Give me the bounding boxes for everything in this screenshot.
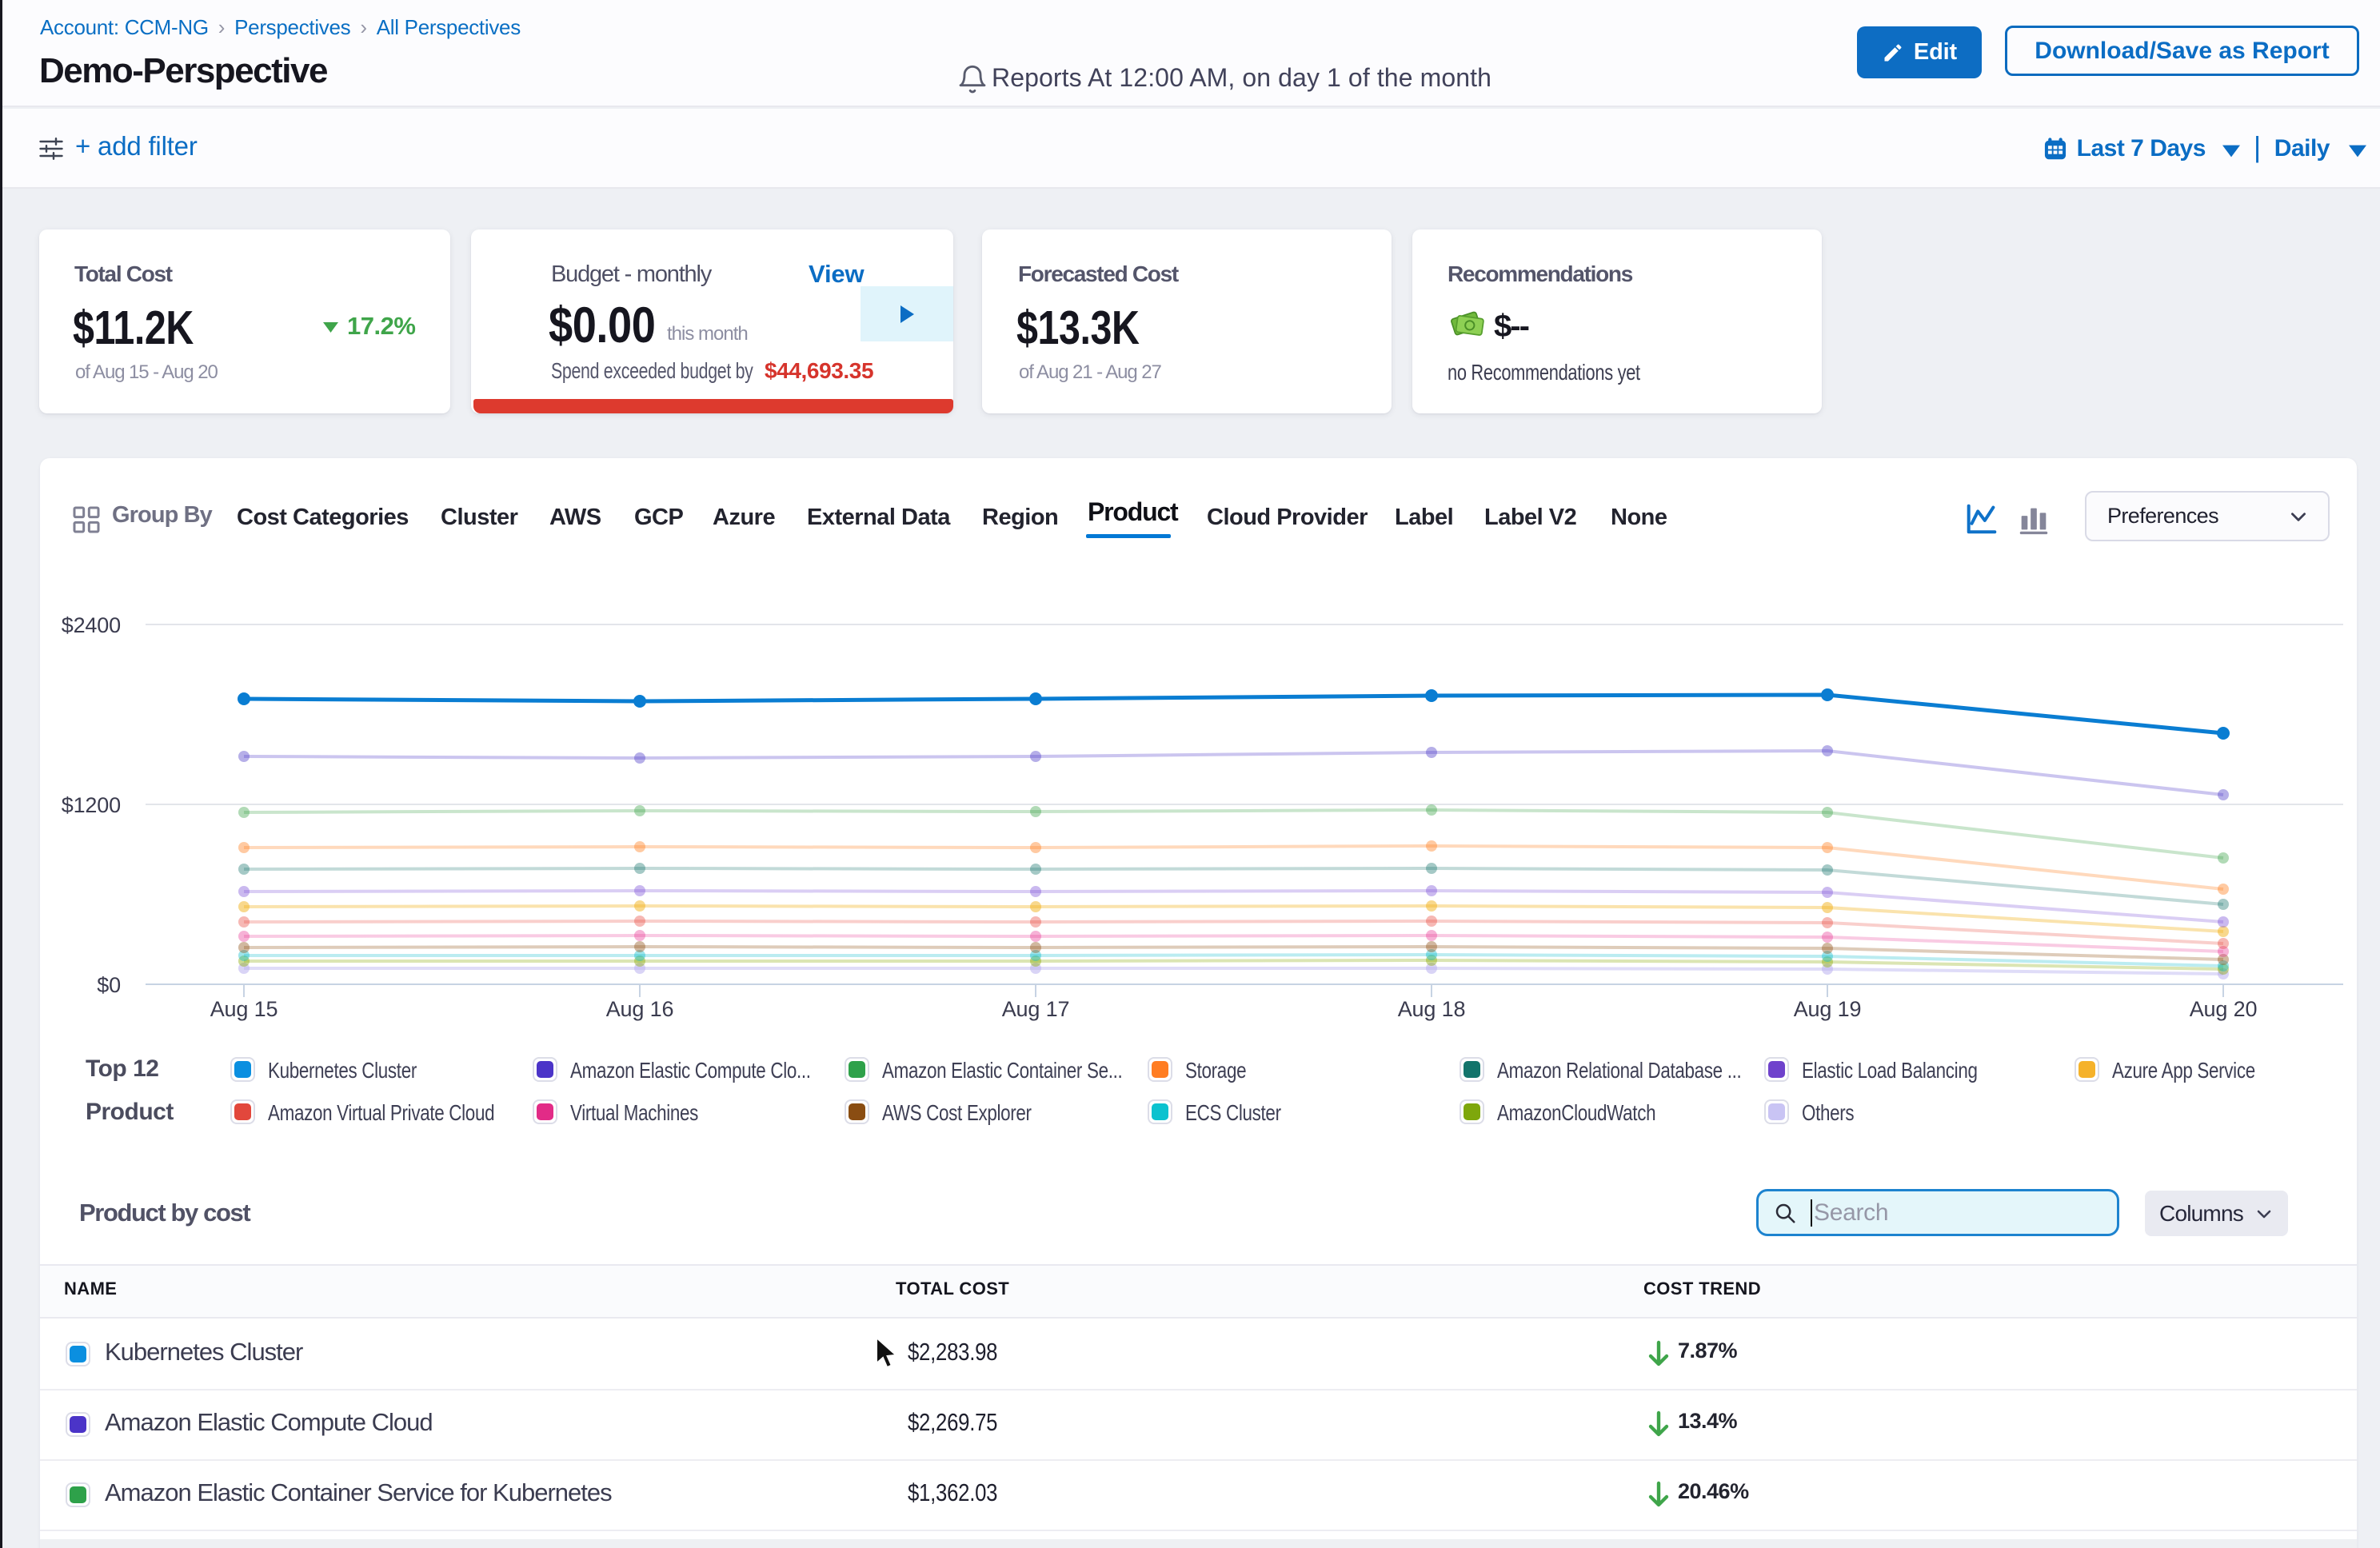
- svg-text:Aug 16: Aug 16: [606, 997, 674, 1021]
- svg-text:$2400: $2400: [62, 613, 121, 637]
- svg-text:Aug 17: Aug 17: [1002, 997, 1070, 1021]
- svg-text:Aug 15: Aug 15: [210, 997, 278, 1021]
- svg-text:Aug 19: Aug 19: [1794, 997, 1862, 1021]
- svg-text:$0: $0: [97, 973, 121, 997]
- svg-text:$1200: $1200: [62, 793, 121, 817]
- svg-text:Aug 18: Aug 18: [1398, 997, 1466, 1021]
- svg-text:Aug 20: Aug 20: [2190, 997, 2258, 1021]
